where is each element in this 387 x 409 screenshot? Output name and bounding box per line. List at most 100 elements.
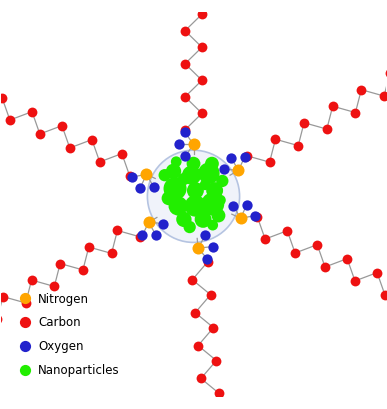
Point	[292, 250, 298, 257]
Circle shape	[198, 163, 220, 184]
Circle shape	[187, 183, 204, 200]
Point	[324, 126, 330, 133]
Text: Nanoparticles: Nanoparticles	[38, 363, 120, 376]
Point	[127, 173, 133, 180]
Point	[199, 12, 205, 18]
Point	[235, 168, 241, 174]
Point	[204, 256, 211, 263]
Point	[89, 137, 95, 144]
Point	[301, 120, 307, 127]
Point	[381, 94, 387, 100]
Point	[207, 292, 214, 298]
Point	[29, 109, 35, 116]
Text: Nitrogen: Nitrogen	[38, 292, 89, 305]
Point	[192, 310, 198, 316]
Point	[182, 61, 188, 68]
Point	[119, 151, 125, 157]
Point	[144, 172, 150, 178]
Point	[129, 174, 135, 181]
Point	[139, 233, 146, 239]
Circle shape	[185, 196, 206, 217]
Point	[195, 342, 201, 349]
Point	[252, 213, 258, 220]
Point	[22, 300, 29, 306]
Point	[22, 319, 28, 326]
Point	[314, 242, 320, 248]
Circle shape	[195, 211, 212, 228]
Point	[284, 228, 290, 234]
Circle shape	[201, 193, 224, 216]
Point	[272, 137, 279, 143]
Point	[358, 87, 365, 94]
Point	[160, 221, 166, 227]
Circle shape	[215, 196, 226, 206]
Point	[182, 0, 188, 2]
Circle shape	[168, 197, 188, 216]
Circle shape	[164, 178, 187, 201]
Point	[295, 143, 301, 150]
Point	[182, 127, 188, 134]
Point	[322, 264, 328, 271]
Point	[202, 232, 209, 239]
Point	[182, 154, 188, 160]
Circle shape	[206, 183, 223, 200]
Point	[22, 343, 28, 349]
Point	[330, 103, 336, 110]
Point	[80, 267, 86, 274]
Circle shape	[207, 220, 218, 231]
Circle shape	[216, 175, 228, 188]
Point	[137, 185, 144, 191]
Point	[97, 159, 103, 166]
Text: Oxygen: Oxygen	[38, 339, 83, 353]
Point	[108, 250, 115, 257]
Circle shape	[212, 209, 225, 223]
Point	[228, 155, 234, 162]
Circle shape	[171, 157, 182, 168]
Point	[374, 270, 380, 276]
Point	[230, 203, 236, 209]
Circle shape	[162, 192, 175, 206]
Circle shape	[182, 166, 201, 185]
Circle shape	[178, 173, 190, 186]
Text: Carbon: Carbon	[38, 316, 80, 329]
Circle shape	[200, 180, 211, 191]
Circle shape	[187, 157, 200, 171]
Point	[22, 366, 28, 373]
Point	[195, 245, 201, 252]
Point	[211, 325, 217, 331]
Point	[352, 278, 358, 285]
Point	[29, 277, 35, 284]
Point	[137, 234, 143, 240]
Point	[262, 236, 268, 243]
Point	[7, 117, 13, 124]
Point	[37, 131, 43, 138]
Circle shape	[176, 212, 192, 227]
Point	[86, 244, 92, 251]
Point	[190, 142, 197, 148]
Point	[182, 94, 188, 101]
Point	[216, 390, 222, 397]
Point	[344, 256, 350, 262]
Point	[221, 166, 227, 173]
Point	[176, 142, 182, 148]
Point	[213, 357, 219, 364]
Point	[114, 228, 120, 234]
Point	[189, 277, 195, 283]
Circle shape	[147, 151, 240, 243]
Point	[182, 28, 188, 35]
Point	[182, 130, 188, 137]
Point	[153, 232, 159, 238]
Point	[199, 111, 205, 117]
Circle shape	[183, 221, 196, 234]
Point	[382, 292, 387, 299]
Point	[59, 123, 65, 130]
Point	[209, 244, 216, 250]
Point	[267, 160, 273, 166]
Point	[51, 283, 57, 290]
Point	[22, 295, 28, 302]
Point	[198, 375, 204, 382]
Point	[0, 95, 5, 102]
Point	[151, 184, 157, 191]
Point	[244, 153, 250, 160]
Point	[0, 294, 6, 300]
